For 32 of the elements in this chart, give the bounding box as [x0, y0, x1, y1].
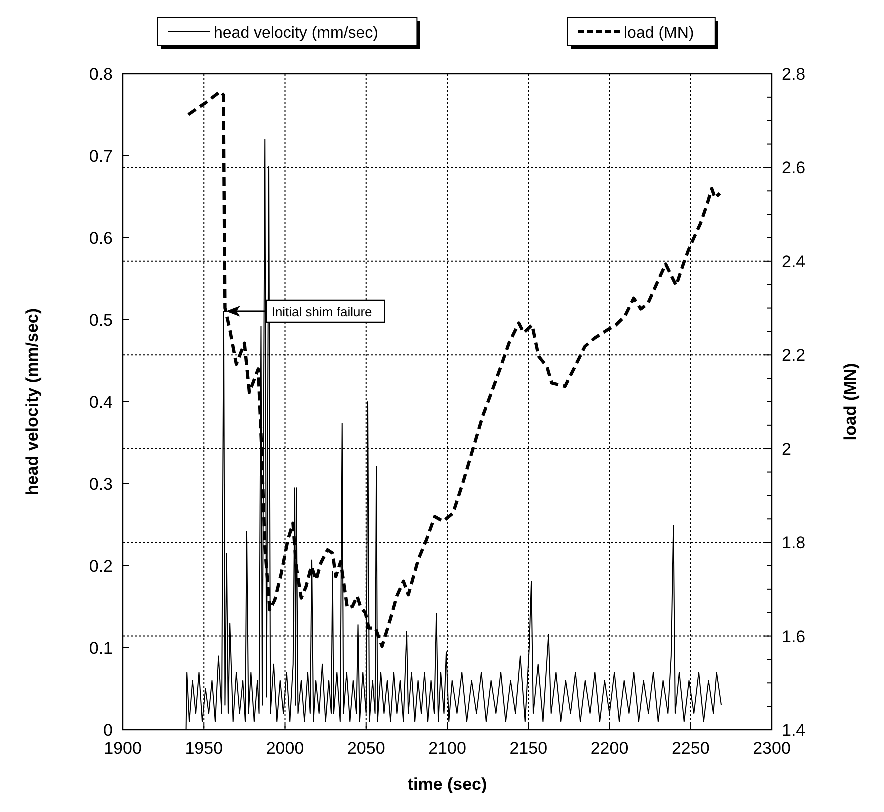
y2-tick-label: 1.6	[782, 627, 806, 646]
y2-tick-label: 2	[782, 440, 792, 459]
y-tick-label: 0.2	[89, 557, 113, 576]
x-axis-title: time (sec)	[408, 775, 488, 794]
x-tick-label: 1900	[104, 739, 142, 758]
y-tick-label: 0	[104, 721, 113, 740]
y2-tick-label: 2.6	[782, 158, 806, 178]
legend-label: load (MN)	[624, 25, 694, 42]
y-tick-label: 0.8	[89, 65, 113, 84]
annotation: Initial shim failure	[272, 304, 372, 320]
x-tick-label: 2000	[266, 739, 304, 758]
y2-tick-label: 2.8	[782, 65, 806, 84]
y-tick-label: 0.5	[89, 311, 113, 330]
y-tick-label: 0.3	[89, 475, 113, 494]
y2-tick-label: 1.8	[782, 534, 806, 553]
x-tick-label: 2100	[428, 739, 466, 758]
x-tick-label: 2200	[590, 739, 629, 758]
y2-tick-label: 1.4	[782, 721, 806, 740]
x-tick-label: 2050	[347, 739, 386, 758]
x-tick-label: 2250	[672, 739, 710, 758]
x-tick-label: 1950	[185, 739, 224, 758]
y-tick-label: 0.1	[89, 639, 113, 658]
y-axis-title: head velocity (mm/sec)	[23, 308, 42, 496]
y-tick-label: 0.4	[89, 393, 113, 412]
y2-axis-title: load (MN)	[841, 363, 860, 441]
y2-tick-label: 2.4	[782, 252, 806, 272]
y-tick-label: 0.7	[89, 147, 113, 166]
x-tick-label: 2300	[753, 739, 791, 758]
y-tick-label: 0.6	[89, 229, 113, 248]
legend-label: head velocity (mm/sec)	[214, 25, 378, 42]
x-tick-label: 2150	[510, 739, 548, 758]
y2-tick-label: 2.2	[782, 346, 806, 366]
